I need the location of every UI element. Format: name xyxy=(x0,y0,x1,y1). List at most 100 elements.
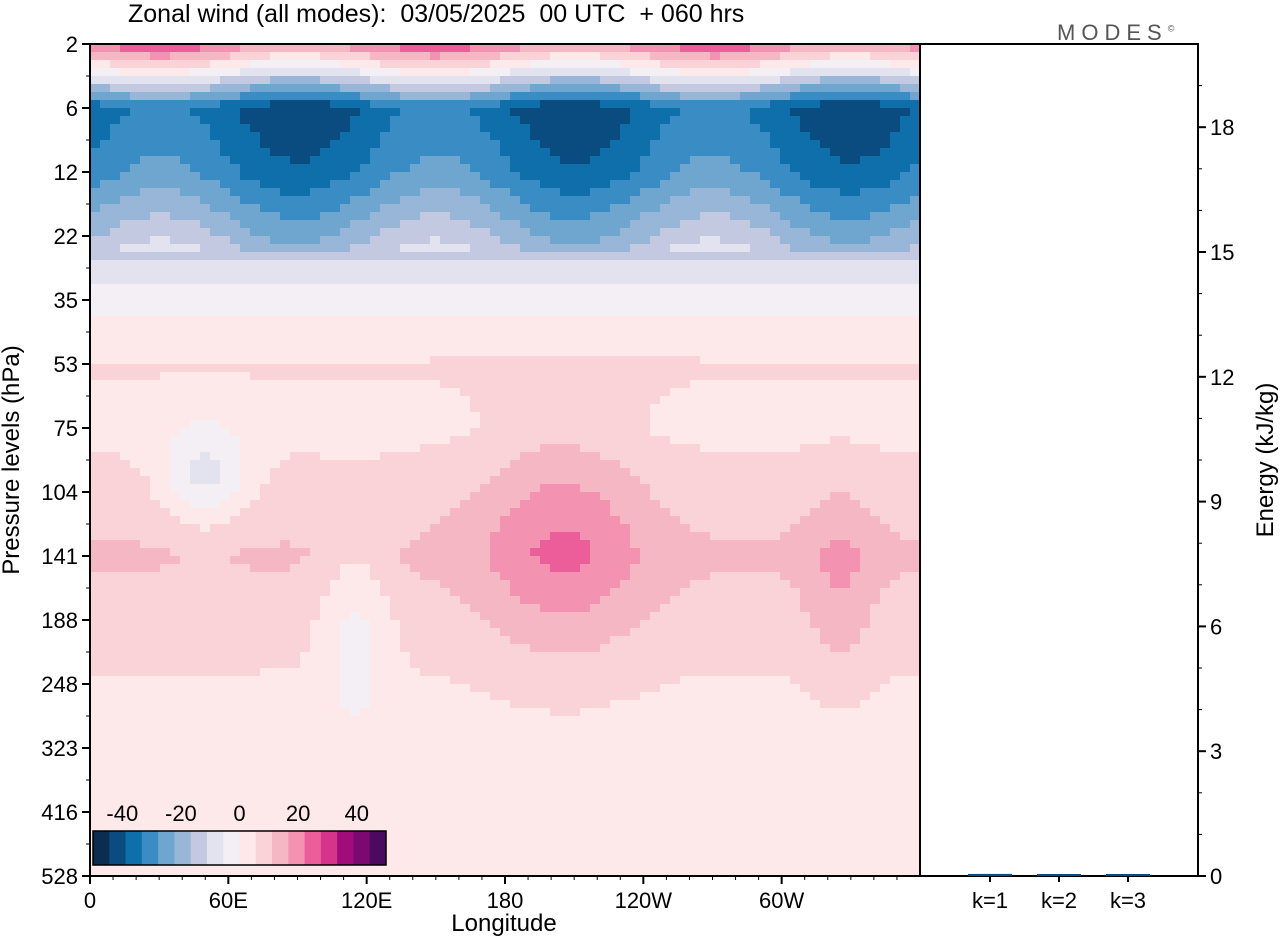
field-cell xyxy=(540,404,551,413)
field-cell xyxy=(230,308,241,317)
field-cell xyxy=(100,76,111,85)
field-cell xyxy=(450,732,461,741)
field-cell xyxy=(110,364,121,373)
field-cell xyxy=(510,820,521,829)
field-cell xyxy=(180,244,191,253)
field-cell xyxy=(480,108,491,117)
field-cell xyxy=(190,668,201,677)
field-cell xyxy=(390,476,401,485)
field-cell xyxy=(90,212,101,221)
field-cell xyxy=(170,516,181,525)
field-cell xyxy=(340,764,351,773)
field-cell xyxy=(320,516,331,525)
field-cell xyxy=(340,676,351,685)
field-cell xyxy=(560,676,571,685)
field-cell xyxy=(180,364,191,373)
field-cell xyxy=(340,372,351,381)
field-cell xyxy=(310,52,321,61)
field-cell xyxy=(380,284,391,293)
field-cell xyxy=(90,236,101,245)
field-cell xyxy=(250,220,261,229)
field-cell xyxy=(160,356,171,365)
field-cell xyxy=(390,508,401,517)
field-cell xyxy=(460,620,471,629)
field-cell xyxy=(400,852,411,861)
field-cell xyxy=(500,276,511,285)
field-cell xyxy=(260,772,271,781)
field-cell xyxy=(290,324,301,333)
field-cell xyxy=(260,324,271,333)
field-cell xyxy=(140,444,151,453)
field-cell xyxy=(270,644,281,653)
field-cell xyxy=(420,380,431,389)
field-cell xyxy=(150,196,161,205)
field-cell xyxy=(460,740,471,749)
field-cell xyxy=(330,724,341,733)
field-cell xyxy=(270,252,281,261)
field-cell xyxy=(360,500,371,509)
field-cell xyxy=(230,228,241,237)
field-cell xyxy=(320,500,331,509)
field-cell xyxy=(430,276,441,285)
field-cell xyxy=(340,772,351,781)
field-cell xyxy=(400,692,411,701)
field-cell xyxy=(490,116,501,125)
field-cell xyxy=(460,532,471,541)
field-cell xyxy=(330,452,341,461)
field-cell xyxy=(140,148,151,157)
field-cell xyxy=(330,252,341,261)
field-cell xyxy=(150,156,161,165)
field-cell xyxy=(520,868,531,877)
field-cell xyxy=(370,380,381,389)
field-cell xyxy=(140,236,151,245)
field-cell xyxy=(320,132,331,141)
field-cell xyxy=(250,284,261,293)
field-cell xyxy=(390,60,401,69)
field-cell xyxy=(130,364,141,373)
field-cell xyxy=(220,812,231,821)
field-cell xyxy=(230,284,241,293)
field-cell xyxy=(370,636,381,645)
field-cell xyxy=(380,188,391,197)
field-cell xyxy=(210,468,221,477)
field-cell xyxy=(390,492,401,501)
field-cell xyxy=(140,524,151,533)
field-cell xyxy=(430,412,441,421)
field-cell xyxy=(350,556,361,565)
field-cell xyxy=(240,316,251,325)
field-cell xyxy=(340,508,351,517)
field-cell xyxy=(100,660,111,669)
field-cell xyxy=(290,380,301,389)
field-cell xyxy=(330,460,341,469)
field-cell xyxy=(400,132,411,141)
field-cell xyxy=(130,196,141,205)
field-cell xyxy=(290,668,301,677)
field-cell xyxy=(200,52,211,61)
field-cell xyxy=(280,84,291,93)
field-cell xyxy=(140,564,151,573)
field-cell xyxy=(460,452,471,461)
field-cell xyxy=(400,548,411,557)
field-cell xyxy=(440,252,451,261)
field-cell xyxy=(180,228,191,237)
field-cell xyxy=(470,580,481,589)
field-cell xyxy=(260,60,271,69)
field-cell xyxy=(140,292,151,301)
field-cell xyxy=(110,652,121,661)
field-cell xyxy=(500,508,511,517)
field-cell xyxy=(270,100,281,109)
field-cell xyxy=(180,108,191,117)
field-cell xyxy=(290,660,301,669)
field-cell xyxy=(210,428,221,437)
field-cell xyxy=(150,308,161,317)
field-cell xyxy=(210,284,221,293)
field-cell xyxy=(200,68,211,77)
field-cell xyxy=(130,268,141,277)
field-cell xyxy=(90,404,101,413)
field-cell xyxy=(250,124,261,133)
field-cell xyxy=(520,572,531,581)
field-cell xyxy=(140,556,151,565)
field-cell xyxy=(240,564,251,573)
field-cell xyxy=(350,108,361,117)
field-cell xyxy=(90,340,101,349)
